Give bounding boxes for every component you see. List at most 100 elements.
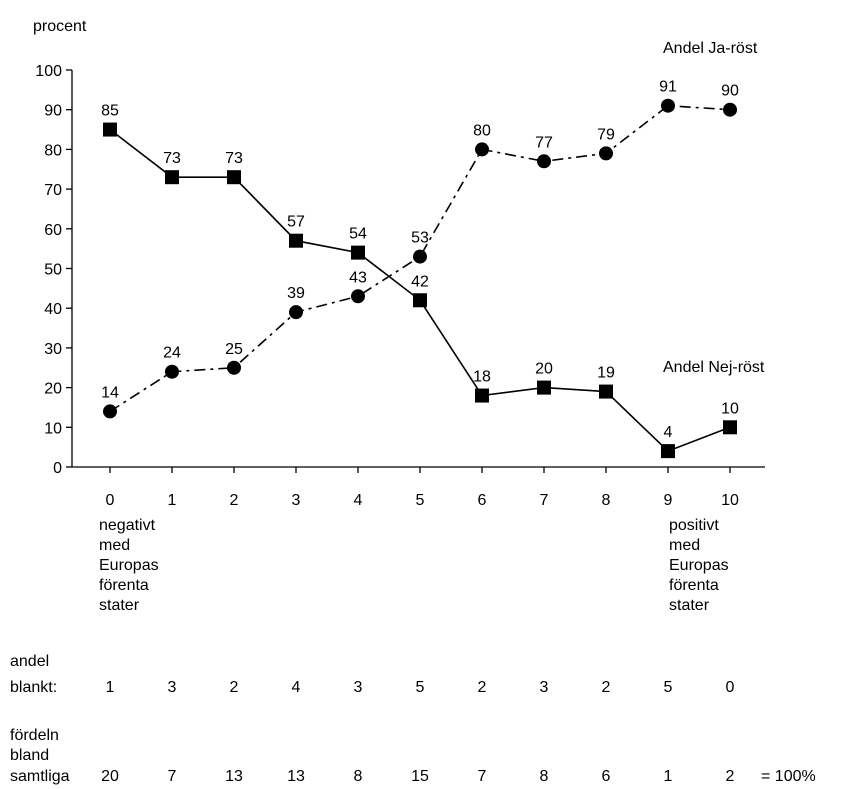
data-point-square [227, 170, 241, 185]
data-label: 19 [597, 365, 615, 382]
data-label: 91 [659, 79, 677, 96]
data-label: 25 [225, 341, 243, 358]
y-tick-label: 70 [44, 182, 62, 199]
annotation-right-line: förenta [669, 577, 719, 594]
data-label: 73 [225, 150, 243, 167]
data-point-circle [165, 364, 179, 379]
blank-row-value: 5 [664, 679, 673, 696]
annotation-left-end: negativt med Europas förenta stater [99, 517, 159, 614]
data-point-circle [599, 146, 613, 161]
distribution-row-value: 13 [287, 768, 305, 785]
annotation-left-line: negativt [99, 517, 156, 534]
x-tick-label: 9 [664, 492, 673, 509]
distribution-row-total: = 100% [761, 768, 816, 785]
data-point-square [723, 420, 737, 435]
y-tick-label: 0 [53, 460, 62, 477]
data-point-circle [723, 102, 737, 117]
data-label: 42 [411, 273, 429, 290]
annotation-left-line: förenta [99, 577, 149, 594]
data-point-square [475, 388, 489, 403]
y-tick-label: 90 [44, 103, 62, 120]
data-label: 53 [411, 230, 429, 247]
distribution-row-value: 7 [478, 768, 487, 785]
annotation-right-line: Europas [669, 557, 729, 574]
x-tick-label: 4 [354, 492, 363, 509]
distribution-row-label: fördeln [10, 727, 59, 744]
annotation-left-line: med [99, 537, 130, 554]
y-tick-label: 30 [44, 341, 62, 358]
data-label: 54 [349, 226, 367, 243]
series-line [109, 104, 731, 413]
annotation-right-end: positivt med Europas förenta stater [669, 517, 729, 614]
y-tick-label: 50 [44, 262, 62, 279]
y-tick-label: 10 [44, 420, 62, 437]
y-tick-label: 20 [44, 381, 62, 398]
data-point-circle [103, 404, 117, 419]
x-tick-label: 10 [721, 492, 739, 509]
blank-row-value: 2 [602, 679, 611, 696]
distribution-row-value: 7 [168, 768, 177, 785]
data-label: 14 [101, 384, 119, 401]
series-nej: 85 73 73 57 54 42 18 20 19 4 10 [101, 103, 739, 459]
y-axis-label: procent [33, 18, 87, 35]
data-point-square [413, 293, 427, 308]
y-tick-label: 40 [44, 301, 62, 318]
y-tick-label: 60 [44, 222, 62, 239]
blank-row-value: 2 [230, 679, 239, 696]
data-label: 57 [287, 214, 305, 231]
data-label: 18 [473, 369, 491, 386]
blank-row-value: 4 [292, 679, 301, 696]
y-tick-label: 80 [44, 142, 62, 159]
x-tick-label: 1 [168, 492, 177, 509]
annotation-right-line: stater [669, 597, 710, 614]
data-point-square [599, 384, 613, 399]
data-point-circle [475, 142, 489, 157]
data-point-square [103, 122, 117, 137]
data-point-square [165, 170, 179, 185]
y-ticks: 0 10 20 30 40 50 60 70 80 90 100 [35, 63, 72, 477]
data-point-square [661, 444, 675, 459]
x-tick-label: 3 [292, 492, 301, 509]
series-line [109, 128, 731, 453]
data-point-circle [413, 249, 427, 264]
x-tick-label: 5 [416, 492, 425, 509]
blank-row: andel blankt: 1 3 2 4 3 5 2 3 2 5 0 [10, 653, 735, 696]
blank-row-value: 3 [168, 679, 177, 696]
data-label: 39 [287, 285, 305, 302]
data-point-square [351, 245, 365, 260]
blank-row-value: 0 [726, 679, 735, 696]
data-label: 80 [473, 122, 491, 139]
distribution-row-label: samtliga [10, 768, 70, 785]
legend-label-nej: Andel Nej-röst [663, 359, 765, 376]
data-point-circle [289, 305, 303, 320]
axes: 0 10 20 30 40 50 60 70 80 90 100 0 1 2 3 4 5 6 7 8 9 10 [35, 63, 765, 509]
data-label: 85 [101, 103, 119, 120]
data-label: 4 [664, 424, 673, 441]
data-label: 43 [349, 269, 367, 286]
data-point-circle [351, 289, 365, 304]
distribution-row-value: 6 [602, 768, 611, 785]
distribution-row-value: 8 [540, 768, 549, 785]
distribution-row-value: 15 [411, 768, 429, 785]
series-ja: 14 24 25 39 43 53 80 77 79 91 90 [101, 79, 739, 419]
blank-row-label: andel [10, 653, 49, 670]
blank-row-label: blankt: [10, 679, 57, 696]
distribution-row-value: 8 [354, 768, 363, 785]
data-point-square [289, 233, 303, 248]
blank-row-value: 3 [354, 679, 363, 696]
x-tick-label: 8 [602, 492, 611, 509]
data-label: 90 [721, 83, 739, 100]
blank-row-value: 5 [416, 679, 425, 696]
distribution-row-value: 20 [101, 768, 119, 785]
data-label: 10 [721, 400, 739, 417]
distribution-row-value: 13 [225, 768, 243, 785]
annotation-left-line: Europas [99, 557, 159, 574]
distribution-row-label: bland [10, 747, 49, 764]
blank-row-value: 2 [478, 679, 487, 696]
data-label: 24 [163, 345, 181, 362]
annotation-left-line: stater [99, 597, 140, 614]
x-tick-label: 7 [540, 492, 549, 509]
blank-row-value: 3 [540, 679, 549, 696]
